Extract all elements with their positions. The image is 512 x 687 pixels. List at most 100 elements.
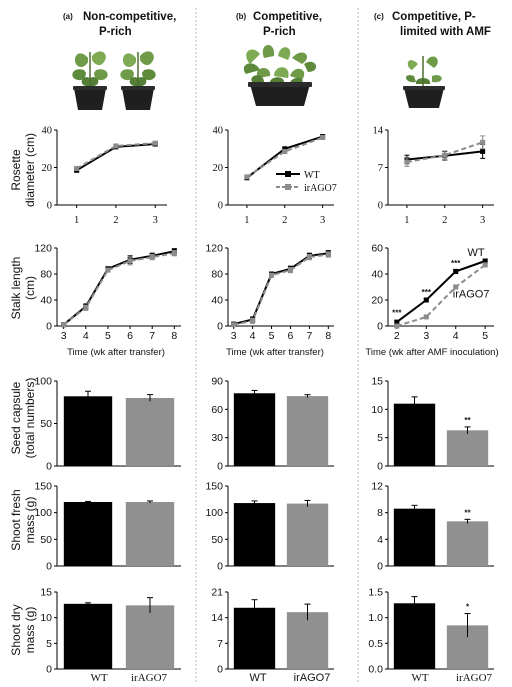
y-tick-label: 8: [377, 507, 383, 519]
annotation: ***: [451, 259, 461, 268]
y-tick-label: 12: [371, 481, 383, 493]
x-axis-title: Time (wk after transfer): [67, 347, 165, 358]
bar-iragos7: [125, 502, 175, 566]
legend-ir-marker: [285, 184, 291, 190]
x-tick-label: 3: [153, 215, 158, 226]
y-tick-label: 40: [371, 269, 383, 281]
y-tick-label: 4: [377, 534, 383, 546]
y-tick-label: 0: [377, 461, 383, 473]
y-tick-label: 0: [46, 664, 52, 676]
data-point-iragos7: [320, 135, 326, 140]
y-tick-label: 10: [371, 404, 383, 416]
x-tick-label: 1: [244, 215, 249, 226]
x-tick-label: 3: [61, 330, 67, 342]
y-tick-label: 0: [377, 321, 383, 333]
y-tick-label: 1.5: [368, 587, 383, 599]
bar-iragos7: [286, 396, 329, 466]
chart-capsule-a: 0 50 100: [34, 376, 181, 473]
y-tick-label: 50: [40, 534, 52, 546]
x-tick-label: 1: [404, 215, 409, 226]
data-point-iragos7: [480, 139, 486, 145]
data-point-iragos7: [394, 323, 400, 329]
series-line-wt: [233, 252, 329, 326]
bar-wt: [63, 502, 113, 566]
category-label-wt: WT: [90, 672, 107, 684]
chart-rosette-c: 0 7 14 1 2 3: [373, 126, 494, 226]
data-point-iragos7: [442, 152, 448, 158]
data-point-iragos7: [482, 262, 488, 268]
column-title-line2: P-rich: [99, 26, 132, 38]
y-tick-label: 0.5: [368, 638, 383, 650]
legend-ir-label: irAGO7: [304, 183, 337, 194]
row-label-line2: diameter (cm): [23, 133, 37, 207]
chart-capsule-c: 0 5 10 15 **: [371, 376, 494, 473]
legend-wt-label: WT: [304, 170, 320, 181]
bar-iragos7: [125, 605, 175, 669]
x-tick-label: 8: [171, 330, 177, 342]
x-tick-label: 4: [83, 330, 89, 342]
data-point-wt: [453, 268, 459, 274]
bar-wt: [63, 603, 113, 669]
data-point-iragos7: [61, 322, 67, 328]
y-tick-label: 90: [211, 376, 223, 388]
annotation: irAGO7: [453, 288, 490, 300]
data-point-iragos7: [306, 254, 312, 260]
potted-plant-pair-icon: [72, 51, 156, 110]
y-tick-label: 14: [373, 126, 384, 137]
series-line-iragos7: [406, 141, 483, 164]
chart-dry-c: 0.0 0.5 1.0 1.5 *: [368, 587, 494, 676]
potted-plant-crowded-icon: [243, 44, 317, 106]
category-label-wt: WT: [249, 672, 266, 684]
data-point-iragos7: [453, 284, 459, 290]
data-point-wt: [282, 146, 288, 152]
chart-rosette-a: 0 20 40 1 2 3: [42, 126, 167, 226]
x-tick-label: 5: [105, 330, 111, 342]
annotation: WT: [468, 247, 485, 259]
chart-capsule-b: 0 30 60 90: [211, 376, 334, 473]
row-label-line1: Shoot dry: [9, 604, 23, 655]
y-tick-label: 0: [47, 201, 52, 212]
bar-wt: [63, 396, 113, 466]
series-line-wt: [63, 250, 175, 326]
y-tick-label: 100: [34, 376, 52, 388]
potted-plant-small-icon: [403, 56, 445, 108]
y-tick-label: 150: [205, 481, 223, 493]
column-header-b: (b) Competitive, P-rich: [236, 11, 322, 38]
y-tick-label: 0: [217, 321, 223, 333]
bar-iragos7: [446, 521, 489, 566]
row-label-capsule: Seed capsule (total numbers): [9, 378, 37, 459]
row-label-fresh: Shoot fresh mass (g): [9, 489, 37, 550]
row-label-line1: Stalk length: [9, 257, 23, 320]
series-line-iragos7: [396, 264, 486, 327]
row-label-line2: mass (g): [23, 607, 37, 654]
y-tick-label: 0: [377, 561, 383, 573]
chart-fresh-a: 0 50 100 150: [34, 481, 181, 573]
y-tick-label: 0.0: [368, 664, 383, 676]
y-tick-label: 20: [371, 295, 383, 307]
row-label-dry: Shoot dry mass (g): [9, 604, 37, 655]
x-tick-label: 7: [149, 330, 155, 342]
series-line-wt: [396, 260, 486, 323]
x-tick-label: 2: [442, 215, 447, 226]
data-point-wt: [423, 297, 429, 303]
y-tick-label: 1.0: [368, 612, 383, 624]
data-point-iragos7: [152, 140, 158, 146]
data-point-iragos7: [231, 322, 237, 328]
data-point-iragos7: [287, 267, 293, 273]
column-letter: (c): [374, 12, 384, 21]
data-point-iragos7: [423, 314, 429, 320]
chart-dry-a: 0 5 10 15: [40, 587, 181, 676]
data-point-iragos7: [74, 165, 80, 171]
column-header-c: (c) Competitive, P- limited with AMF: [374, 11, 491, 38]
row-label-line2: (total numbers): [23, 378, 37, 459]
x-tick-label: 5: [269, 330, 275, 342]
bar-iragos7: [286, 503, 329, 566]
y-tick-label: 120: [34, 243, 52, 255]
data-point-iragos7: [269, 272, 275, 278]
data-point-iragos7: [83, 305, 89, 311]
annotation: ***: [392, 309, 402, 318]
x-tick-label: 3: [480, 215, 485, 226]
row-label-rosette: Rosette diameter (cm): [9, 133, 37, 207]
chart-stalk-a: 0 40 80 120 3 4 5 6 7 8: [34, 243, 181, 342]
y-tick-label: 0: [217, 664, 223, 676]
